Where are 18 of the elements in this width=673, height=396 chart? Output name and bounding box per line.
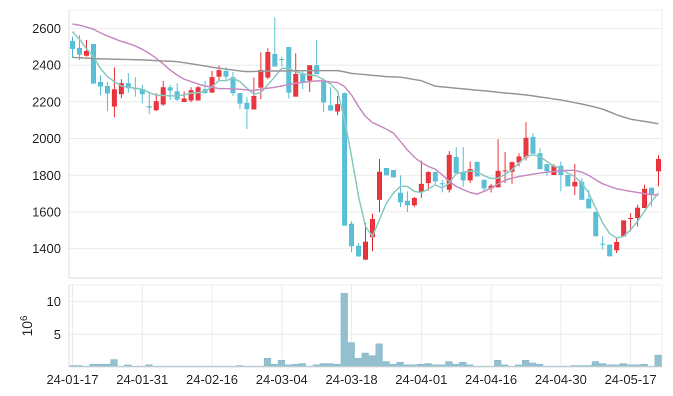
y-tick-label: 1600 xyxy=(32,204,61,220)
y-tick-label: 2400 xyxy=(32,58,61,73)
y-tick-label: 10 xyxy=(46,294,61,310)
x-tick-label: 24-03-04 xyxy=(256,372,308,388)
y-tick-label: 5 xyxy=(54,326,61,342)
y-tick-label: 2600 xyxy=(32,20,61,36)
y-tick-label: 1400 xyxy=(32,241,61,256)
y-tick-label: 2000 xyxy=(32,131,61,146)
x-tick-label: 24-01-31 xyxy=(116,372,168,388)
x-tick-label: 24-03-18 xyxy=(326,372,378,388)
x-tick-label: 24-05-17 xyxy=(604,372,657,388)
x-tick-label: 24-04-30 xyxy=(534,372,587,388)
x-tick-label: 24-02-16 xyxy=(186,372,238,388)
y-tick-label: 1800 xyxy=(32,168,61,183)
x-tick-label: 24-01-17 xyxy=(46,372,99,388)
x-tick-label: 24-04-16 xyxy=(465,372,518,388)
x-tick-label: 24-04-01 xyxy=(395,372,448,388)
y-tick-label: 2200 xyxy=(32,94,61,110)
